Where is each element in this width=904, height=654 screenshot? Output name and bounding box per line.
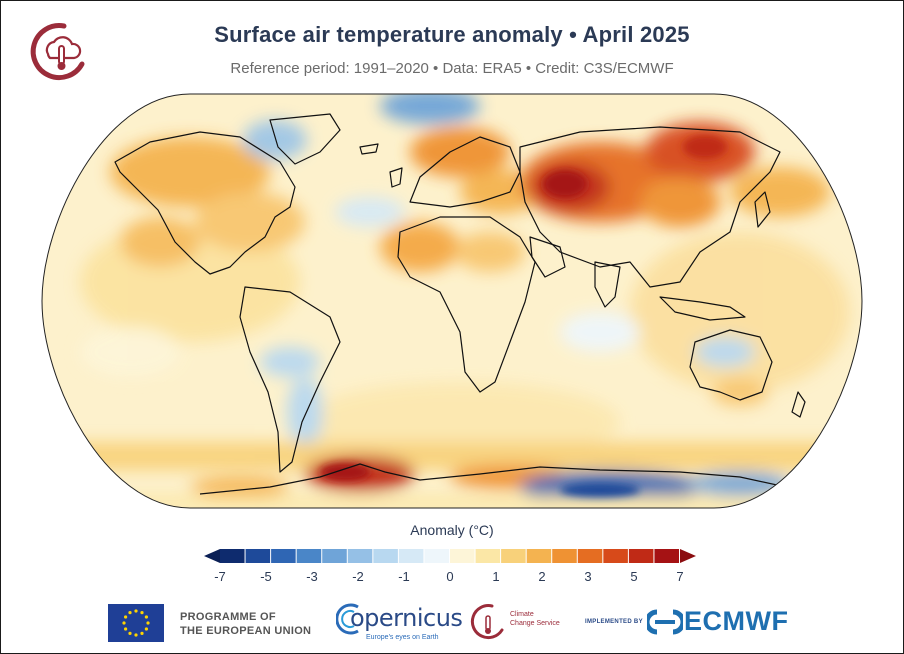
colorbar-tick-label: 1 bbox=[492, 569, 499, 584]
colorbar-tick-label: 3 bbox=[584, 569, 591, 584]
eu-star bbox=[122, 621, 126, 625]
eu-flag-icon bbox=[108, 604, 164, 642]
colorbar-segment bbox=[450, 549, 475, 563]
colorbar-over-arrow bbox=[680, 549, 696, 563]
colorbar-tick-label: 7 bbox=[676, 569, 683, 584]
implemented-by-label: IMPLEMENTED BY bbox=[585, 619, 643, 625]
c3s-thermometer-logo-icon bbox=[30, 23, 85, 80]
c3s-line-2: Change Service bbox=[510, 620, 560, 627]
colorbar-segment bbox=[271, 549, 296, 563]
eu-star bbox=[134, 633, 138, 637]
eu-star bbox=[124, 627, 128, 631]
eu-star bbox=[140, 631, 144, 635]
legend-title: Anomaly (°C) bbox=[410, 522, 494, 538]
eu-star bbox=[144, 615, 148, 619]
copernicus-logo: opernicus Europe's eyes on Earth bbox=[336, 600, 463, 646]
copernicus-wordmark: opernicus bbox=[350, 604, 463, 632]
eu-star bbox=[146, 621, 150, 625]
eu-line-1: PROGRAMME OF bbox=[180, 611, 276, 623]
colorbar-segment bbox=[654, 549, 679, 563]
eu-star bbox=[124, 615, 128, 619]
colorbar-segment bbox=[322, 549, 347, 563]
ecmwf-logo-icon bbox=[647, 609, 683, 635]
colorbar-segment bbox=[424, 549, 449, 563]
colorbar-segment bbox=[501, 549, 526, 563]
colorbar-tick-label: 5 bbox=[630, 569, 637, 584]
colorbar-segment bbox=[628, 549, 654, 563]
eu-line-2: THE EUROPEAN UNION bbox=[180, 625, 312, 637]
colorbar-segment bbox=[526, 549, 552, 563]
colorbar-tick-label: -7 bbox=[214, 569, 226, 584]
colorbar-segment bbox=[296, 549, 322, 563]
colorbar-segment bbox=[552, 549, 577, 563]
c3s-line-1: Climate bbox=[510, 611, 534, 618]
c3s-small-logo-icon bbox=[470, 604, 504, 640]
eu-star bbox=[140, 611, 144, 615]
colorbar-segment bbox=[347, 549, 373, 563]
footer-logos: PROGRAMME OF THE EUROPEAN UNION opernicu… bbox=[0, 596, 904, 654]
colorbar-tick-label: -3 bbox=[306, 569, 318, 584]
eu-star bbox=[144, 627, 148, 631]
colorbar-segment bbox=[220, 549, 245, 563]
colorbar-tick-label: -5 bbox=[260, 569, 272, 584]
colorbar-segments bbox=[204, 549, 696, 563]
c3s-text: Climate Change Service bbox=[510, 610, 570, 628]
colorbar-segment bbox=[577, 549, 603, 563]
colorbar-tick-label: -1 bbox=[398, 569, 410, 584]
copernicus-tagline: Europe's eyes on Earth bbox=[366, 634, 439, 641]
colorbar-segment bbox=[245, 549, 271, 563]
colorbar-segment bbox=[603, 549, 628, 563]
eu-programme-text: PROGRAMME OF THE EUROPEAN UNION bbox=[180, 610, 311, 638]
colorbar-segment bbox=[373, 549, 398, 563]
copernicus-c-icon bbox=[336, 603, 359, 635]
colorbar-tick-label: 2 bbox=[538, 569, 545, 584]
anomaly-world-map bbox=[41, 93, 863, 509]
page-title: Surface air temperature anomaly • April … bbox=[214, 22, 690, 47]
colorbar-tick-label: 0 bbox=[446, 569, 453, 584]
eu-star bbox=[128, 631, 132, 635]
colorbar-tick-label: -2 bbox=[352, 569, 364, 584]
anomaly-colorbar: -7 -5 -3 -2 -1 0 1 2 3 5 7 bbox=[204, 549, 696, 584]
colorbar-tick-labels: -7 -5 -3 -2 -1 0 1 2 3 5 7 bbox=[214, 569, 683, 584]
colorbar-segment bbox=[475, 549, 501, 563]
page-subtitle: Reference period: 1991–2020 • Data: ERA5… bbox=[230, 60, 674, 77]
colorbar-under-arrow bbox=[204, 549, 220, 563]
eu-star bbox=[134, 609, 138, 613]
eu-star bbox=[128, 611, 132, 615]
colorbar-segment bbox=[398, 549, 424, 563]
ecmwf-wordmark: ECMWF bbox=[684, 606, 789, 636]
